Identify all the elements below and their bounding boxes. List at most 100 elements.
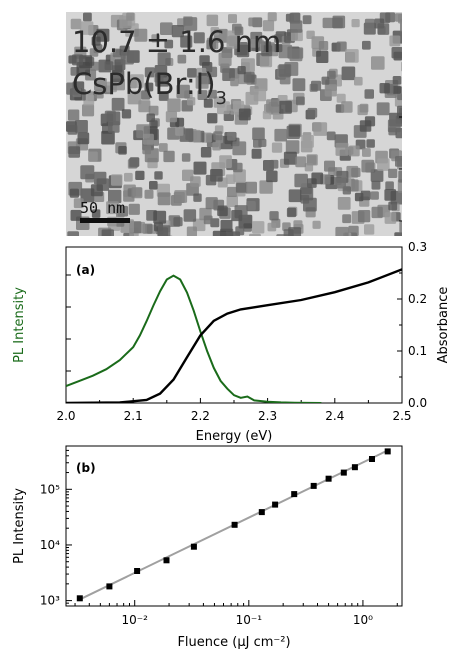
nanocube xyxy=(128,158,139,168)
nanocube xyxy=(101,130,115,145)
nanocube xyxy=(376,102,390,116)
data-point xyxy=(325,475,332,482)
nanocube xyxy=(236,44,250,58)
data-point xyxy=(231,521,238,528)
nanocube xyxy=(206,39,216,50)
nanocube xyxy=(252,127,265,141)
nanocube xyxy=(278,64,292,77)
nanocube xyxy=(267,222,277,232)
nanocube xyxy=(217,205,228,217)
nanocube xyxy=(107,121,120,133)
nanocube xyxy=(274,128,287,142)
nanocube xyxy=(91,209,101,218)
nanocube xyxy=(250,38,260,48)
nanocube xyxy=(262,20,275,32)
nanocube xyxy=(342,214,352,224)
nanocube xyxy=(70,209,82,221)
nanocube xyxy=(301,135,314,148)
nanocube xyxy=(173,217,183,227)
nanocube xyxy=(285,140,300,154)
panel-a-ytick-right-label: 0.2 xyxy=(408,292,427,306)
scale-bar xyxy=(80,218,130,223)
nanocube xyxy=(371,180,381,190)
nanocube xyxy=(286,207,297,218)
nanocube xyxy=(226,195,238,207)
nanocube xyxy=(243,71,255,83)
nanocube xyxy=(205,197,218,210)
nanocube xyxy=(335,142,349,156)
nanocube xyxy=(391,47,402,59)
data-point xyxy=(106,583,113,590)
nanocube xyxy=(160,22,173,35)
nanocube xyxy=(359,120,372,132)
nanocube xyxy=(384,189,397,201)
nanocube xyxy=(68,109,80,121)
panel-a-ytick-right-label: 0.0 xyxy=(408,396,427,410)
nanocube xyxy=(124,172,133,182)
nanocube xyxy=(94,89,104,99)
nanocube xyxy=(126,12,135,21)
nanocube xyxy=(212,141,221,151)
nanocube xyxy=(370,169,384,182)
nanocube xyxy=(278,100,292,114)
nanocube xyxy=(321,76,330,85)
panel-a-ticks: 2.0 2.1 2.2 2.3 2.4 2.50.0 0.1 0.2 0.3 xyxy=(56,116,427,423)
data-point xyxy=(134,568,141,574)
nanocube xyxy=(72,54,83,66)
data-point xyxy=(351,464,358,471)
nanocube xyxy=(111,97,125,111)
nanocube xyxy=(389,35,401,47)
nanocube xyxy=(111,174,123,186)
nanocube xyxy=(175,117,185,127)
nanocube xyxy=(254,78,268,92)
nanocube xyxy=(385,181,394,190)
nanocube xyxy=(245,181,257,194)
nanocube xyxy=(377,158,390,171)
nanocube xyxy=(154,171,163,180)
nanocube xyxy=(146,113,155,122)
nanocube xyxy=(399,221,402,233)
nanocube xyxy=(388,201,398,211)
nanocube xyxy=(366,139,375,148)
nanocube xyxy=(351,19,360,28)
nanocube xyxy=(69,188,79,198)
nanocube xyxy=(322,17,333,29)
panel-b-ytick-label: 10⁵ xyxy=(40,482,60,496)
nanocube xyxy=(336,93,346,103)
panel-a: 2.0 2.1 2.2 2.3 2.4 2.50.0 0.1 0.2 0.3 (a) Energ… xyxy=(12,116,451,444)
panel-b-label: (b) xyxy=(76,461,96,475)
panel-b-ylabel: PL Intensity xyxy=(12,488,27,564)
nanocube xyxy=(144,189,154,199)
nanocube xyxy=(220,219,233,232)
nanocube xyxy=(337,197,351,210)
data-point xyxy=(258,509,265,516)
nanocube xyxy=(289,48,303,62)
tem-composition-subscript: 3 xyxy=(216,88,227,109)
nanocube xyxy=(68,146,80,158)
nanocube xyxy=(142,145,152,155)
panel-a-xtick-label: 2.2 xyxy=(191,409,210,423)
nanocube xyxy=(130,74,144,88)
nanocube xyxy=(127,90,142,105)
nanocube xyxy=(227,131,236,141)
nanocube xyxy=(80,165,95,180)
nanocube xyxy=(345,49,359,63)
panel-a-xtick-label: 2.3 xyxy=(258,409,277,423)
nanocube xyxy=(316,50,329,63)
nanocube xyxy=(106,201,119,215)
nanocube xyxy=(219,155,232,168)
absorbance-line xyxy=(66,268,402,403)
nanocube xyxy=(210,27,220,36)
nanocube xyxy=(144,82,154,92)
nanocube xyxy=(148,105,159,116)
nanocube xyxy=(246,201,256,211)
nanocube xyxy=(141,90,151,100)
nanocube xyxy=(290,20,303,33)
nanocube xyxy=(245,91,259,105)
nanocube xyxy=(295,156,307,168)
nanocube xyxy=(274,34,283,43)
panel-a-xlabel: Energy (eV) xyxy=(196,429,273,444)
nanocube xyxy=(93,171,107,185)
nanocube xyxy=(118,146,127,155)
